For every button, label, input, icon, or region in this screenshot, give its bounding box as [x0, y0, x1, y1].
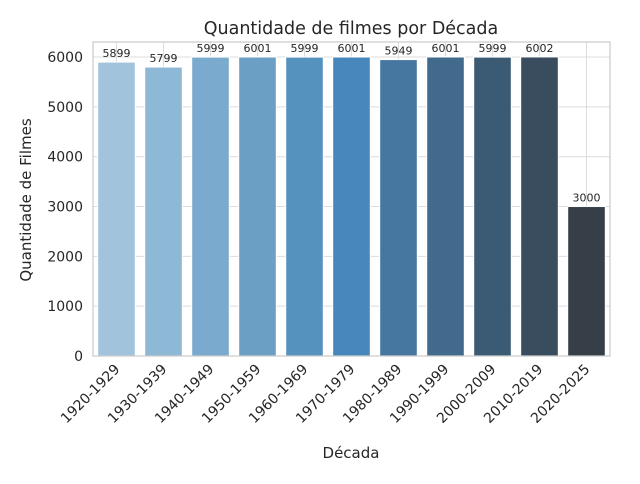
bar-data-label: 6001	[338, 42, 366, 55]
bar	[332, 56, 371, 357]
plot-frame	[92, 41, 611, 357]
bar-data-label: 5799	[150, 52, 178, 65]
bar-data-label: 6001	[432, 42, 460, 55]
bar	[191, 56, 230, 357]
bar	[238, 56, 277, 357]
bar	[567, 206, 606, 357]
bar-data-label: 6002	[526, 42, 554, 55]
bar-data-label: 6001	[244, 42, 272, 55]
bar-data-label: 3000	[573, 192, 601, 205]
bar	[426, 56, 465, 357]
bar-data-label: 5899	[103, 47, 131, 60]
bar	[285, 56, 324, 357]
bar-data-label: 5999	[479, 42, 507, 55]
y-tick-label: 5000	[47, 100, 83, 116]
bar	[379, 59, 418, 357]
y-tick-label: 0	[74, 349, 83, 365]
x-axis-label: Década	[323, 444, 380, 462]
chart-title: Quantidade de filmes por Década	[204, 19, 498, 39]
y-tick-label: 1000	[47, 299, 83, 315]
bar-data-label: 5999	[197, 42, 225, 55]
bar	[520, 56, 559, 357]
bar	[97, 61, 136, 357]
bar	[473, 56, 512, 357]
y-tick-label: 2000	[47, 249, 83, 265]
y-tick-label: 6000	[47, 50, 83, 66]
bar-data-label: 5949	[385, 45, 413, 58]
bar-data-label: 5999	[291, 42, 319, 55]
y-tick-label: 4000	[47, 150, 83, 166]
y-axis-label: Quantidade de Filmes	[17, 118, 35, 282]
y-tick-label: 3000	[47, 200, 83, 216]
bar	[144, 66, 183, 357]
